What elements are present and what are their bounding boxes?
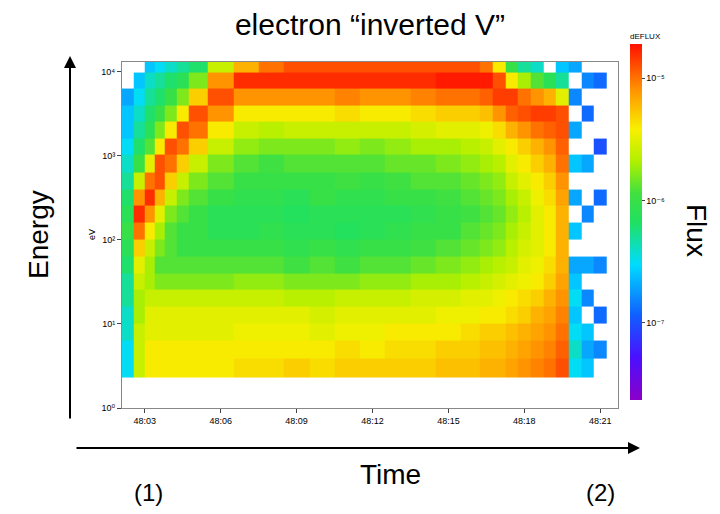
svg-text:10⁻⁵: 10⁻⁵ <box>646 73 665 83</box>
svg-text:48:12: 48:12 <box>361 416 384 426</box>
svg-text:electron “inverted V”: electron “inverted V” <box>235 8 505 41</box>
svg-text:10⁰: 10⁰ <box>102 403 116 413</box>
svg-text:Flux: Flux <box>681 204 712 257</box>
svg-text:(2): (2) <box>586 479 615 506</box>
svg-text:10¹: 10¹ <box>102 319 115 329</box>
svg-text:dEFLUX: dEFLUX <box>630 32 661 41</box>
svg-text:10²: 10² <box>102 235 115 245</box>
svg-text:Energy: Energy <box>23 190 54 279</box>
svg-text:48:18: 48:18 <box>513 416 536 426</box>
svg-text:Time: Time <box>360 459 421 490</box>
svg-text:10⁻⁷: 10⁻⁷ <box>646 318 664 328</box>
svg-text:48:15: 48:15 <box>437 416 460 426</box>
svg-text:48:09: 48:09 <box>285 416 308 426</box>
svg-text:10⁻⁶: 10⁻⁶ <box>646 196 665 206</box>
svg-text:48:06: 48:06 <box>209 416 232 426</box>
svg-text:10⁴: 10⁴ <box>101 67 115 77</box>
svg-text:10³: 10³ <box>102 151 115 161</box>
svg-text:48:03: 48:03 <box>134 416 157 426</box>
svg-text:eV: eV <box>87 229 97 240</box>
svg-text:48:21: 48:21 <box>589 416 612 426</box>
svg-text:(1): (1) <box>134 479 163 506</box>
